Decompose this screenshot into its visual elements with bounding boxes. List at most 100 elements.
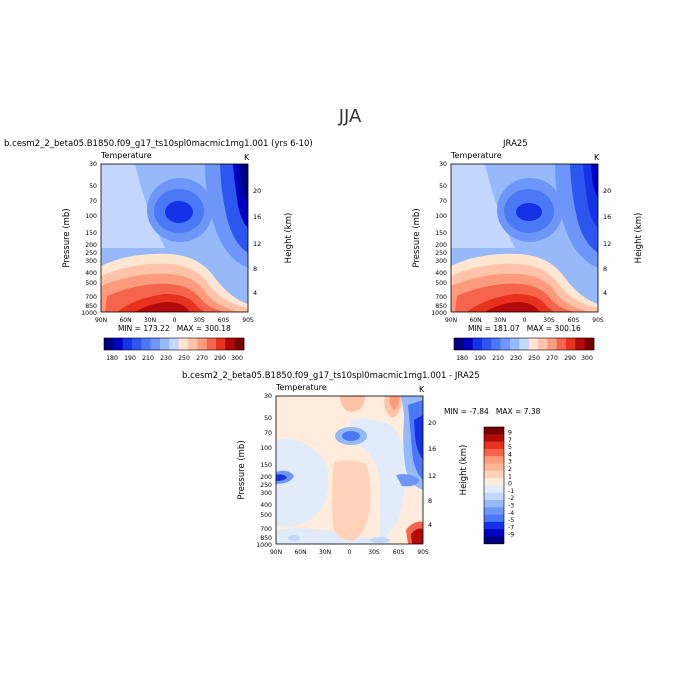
model-colorbar-cell xyxy=(141,338,151,350)
diff-p-tick-700: 700 xyxy=(260,526,272,533)
model-colorbar-cell xyxy=(160,338,170,350)
obs-colorbar-cell xyxy=(538,338,548,350)
obs-colorbar-cell xyxy=(584,338,595,350)
obs-h-tick-20: 20 xyxy=(603,187,611,195)
model-pressure-ticks: 30 50 70 100 150 200 250 300 400 500 700… xyxy=(81,161,97,317)
diff-p-tick-250: 250 xyxy=(260,482,272,489)
model-min-label: MIN = 173.22 xyxy=(118,324,170,333)
model-h-tick-16: 16 xyxy=(253,213,261,221)
obs-colorbar-cell xyxy=(528,338,539,350)
model-colorbar-cell xyxy=(234,338,245,350)
model-colorbar-cell xyxy=(169,338,179,350)
season-title: JJA xyxy=(338,106,362,127)
diff-colorbar-cells xyxy=(483,426,505,545)
model-colorbar-cell xyxy=(188,338,198,350)
model-h-tick-8: 8 xyxy=(253,265,257,273)
model-x-tick-30s: 30S xyxy=(193,317,205,324)
obs-max-label: MAX = 300.16 xyxy=(526,324,581,333)
diff-temperature-plot: Temperature K Pressure (mb) Height (km) … xyxy=(237,383,469,556)
obs-min-label: MIN = 181.07 xyxy=(468,324,520,333)
diff-colorbar-cell xyxy=(484,500,504,508)
model-x-tick-0: 0 xyxy=(173,317,177,324)
model-x-tick-90n: 90N xyxy=(95,317,107,324)
obs-p-tick-30: 30 xyxy=(439,161,447,168)
obs-colorbar-labels: 180 190 210 230 250 270 290 300 xyxy=(456,355,593,362)
diff-colorbar-cell xyxy=(484,514,504,523)
diff-p-tick-150: 150 xyxy=(260,462,272,469)
model-height-ticks: 20 16 12 8 4 xyxy=(253,187,261,297)
diff-h-tick-20: 20 xyxy=(428,419,436,427)
diff-min-label: MIN = -7.84 xyxy=(444,407,489,416)
obs-x-tick-60n: 60N xyxy=(469,317,481,324)
model-colorbar-cell xyxy=(225,338,235,350)
diff-panel-title: b.cesm2_2_beta05.B1850.f09_g17_ts10spl0m… xyxy=(182,371,480,381)
obs-temperature-plot: Temperature K Pressure (mb) Height (km) … xyxy=(412,151,644,324)
diff-colorbar-cell xyxy=(484,521,504,530)
model-units-label: K xyxy=(244,153,250,162)
model-colorbar-outline xyxy=(103,337,245,351)
model-colorbar-cell xyxy=(206,338,217,350)
obs-contour-field xyxy=(451,164,598,312)
obs-colorbar: 180 190 210 230 250 270 290 300 xyxy=(453,337,595,362)
obs-cb-label-300: 300 xyxy=(581,355,593,362)
obs-p-tick-200: 200 xyxy=(435,242,447,249)
model-cb-label-300: 300 xyxy=(231,355,243,362)
obs-cb-label-250: 250 xyxy=(528,355,540,362)
model-cb-label-270: 270 xyxy=(196,355,208,362)
model-x-tick-30n: 30N xyxy=(144,317,156,324)
diff-h-tick-12: 12 xyxy=(428,472,436,480)
diff-cb-label-m4: -4 xyxy=(508,510,514,517)
diff-colorbar-cell xyxy=(484,427,504,435)
obs-h-tick-16: 16 xyxy=(603,213,611,221)
diff-p-tick-500: 500 xyxy=(260,512,272,519)
obs-colorbar-cell xyxy=(556,338,567,350)
obs-colorbar-cell xyxy=(566,338,576,350)
model-colorbar: 180 190 210 230 250 270 290 300 xyxy=(103,337,245,362)
diff-min-max: MIN = -7.84 MAX = 7.38 xyxy=(444,407,540,416)
diff-cb-label-7: 7 xyxy=(508,437,512,444)
model-p-tick-300: 300 xyxy=(85,258,97,265)
obs-cb-label-190: 190 xyxy=(474,355,486,362)
model-colorbar-cell xyxy=(178,338,189,350)
diff-p-tick-200: 200 xyxy=(260,474,272,481)
obs-h-tick-8: 8 xyxy=(603,265,607,273)
diff-y2label: Height (km) xyxy=(459,445,469,496)
model-p-tick-850: 850 xyxy=(85,303,97,310)
model-contour-field xyxy=(101,164,248,312)
model-p-tick-70: 70 xyxy=(89,198,97,205)
diff-cb-label-3: 3 xyxy=(508,459,512,466)
obs-colorbar-cell xyxy=(510,338,520,350)
diff-h-tick-4: 4 xyxy=(428,521,432,529)
obs-p-tick-50: 50 xyxy=(439,183,447,190)
diff-x-ticks: 90N 60N 30N 0 30S 60S 90S xyxy=(270,549,429,556)
obs-colorbar-cell xyxy=(575,338,585,350)
obs-colorbar-cell xyxy=(482,338,492,350)
obs-colorbar-cell xyxy=(454,338,464,350)
obs-colorbar-cell xyxy=(500,338,511,350)
model-p-tick-250: 250 xyxy=(85,250,97,257)
model-h-tick-12: 12 xyxy=(253,240,261,248)
diff-cb-label-m3: -3 xyxy=(508,503,514,510)
diff-x-tick-30s: 30S xyxy=(368,549,380,556)
diff-colorbar: 9 7 5 4 3 2 1 0 -1 -2 -3 -4 -5 -7 -9 xyxy=(483,426,514,545)
diff-max-label: MAX = 7.38 xyxy=(495,407,541,416)
obs-p-tick-1000: 1000 xyxy=(431,310,447,317)
obs-h-tick-12: 12 xyxy=(603,240,611,248)
diff-cb-label-4: 4 xyxy=(508,451,512,458)
diff-cb-label-m9: -9 xyxy=(508,532,514,539)
model-colorbar-cell xyxy=(150,338,161,350)
diff-p-tick-850: 850 xyxy=(260,535,272,542)
obs-colorbar-outline xyxy=(453,337,595,351)
model-max-label: MAX = 300.18 xyxy=(176,324,231,333)
diff-cb-label-m5: -5 xyxy=(508,517,514,524)
diff-x-tick-60s: 60S xyxy=(393,549,405,556)
model-ylabel: Pressure (mb) xyxy=(62,208,72,267)
obs-x-tick-0: 0 xyxy=(523,317,527,324)
model-cb-label-230: 230 xyxy=(160,355,172,362)
obs-p-tick-150: 150 xyxy=(435,230,447,237)
obs-x-tick-30n: 30N xyxy=(494,317,506,324)
obs-p-tick-100: 100 xyxy=(435,213,447,220)
model-min-max: MIN = 173.22 MAX = 300.18 xyxy=(118,324,231,333)
model-h-tick-20: 20 xyxy=(253,187,261,195)
model-cb-label-190: 190 xyxy=(124,355,136,362)
